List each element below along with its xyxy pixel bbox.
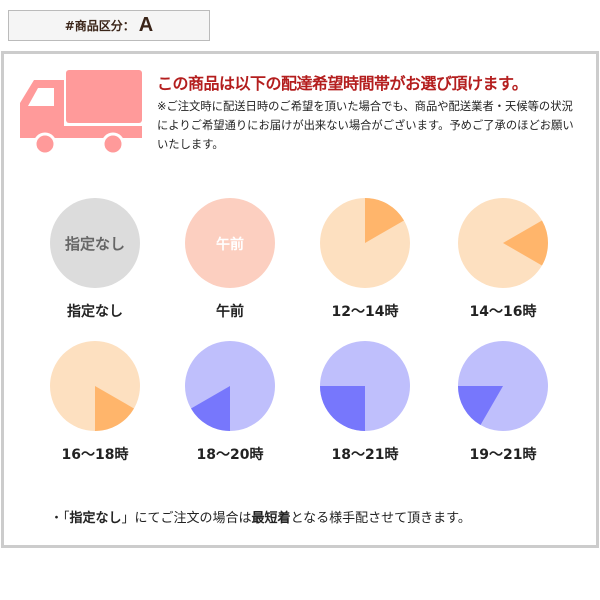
time-slot-7: 19〜21時 xyxy=(443,340,563,464)
pie-slice xyxy=(95,386,134,431)
pie-slice xyxy=(191,386,230,431)
pie-base xyxy=(185,198,275,288)
pie-slice xyxy=(458,386,503,425)
time-slot-5: 18〜20時 xyxy=(170,340,290,464)
clock-pie-icon xyxy=(320,198,410,288)
time-slot-4: 16〜18時 xyxy=(35,340,155,464)
slot-inner-label: 午前 xyxy=(216,236,244,253)
slot-label: 18〜21時 xyxy=(331,447,399,463)
time-slot-0: 指定なし 指定なし xyxy=(35,197,155,321)
notice-title: この商品は以下の配達希望時間帯がお選び頂けます。 xyxy=(157,74,528,93)
clock-pie-icon xyxy=(320,341,410,431)
footnote-text: ・「 xyxy=(50,511,70,526)
clock-pie-icon xyxy=(50,341,140,431)
footnote-text: となる様手配させて頂きます。 xyxy=(290,511,471,526)
slot-label: 指定なし xyxy=(67,304,123,320)
slot-label: 12〜14時 xyxy=(331,304,399,320)
time-slot-3: 14〜16時 xyxy=(443,197,563,321)
pie-slice xyxy=(503,220,548,266)
product-category-header: #商品区分： A xyxy=(8,10,210,41)
time-slot-1: 午前 午前 xyxy=(170,197,290,321)
clock-pie-icon xyxy=(185,341,275,431)
time-slot-2: 12〜14時 xyxy=(305,197,425,321)
slot-circle: 午前 xyxy=(185,198,275,288)
footnote-bold: 最短着 xyxy=(251,511,291,526)
slot-inner-label: 指定なし xyxy=(65,235,125,253)
truck-icon xyxy=(20,70,142,156)
slot-label: 午前 xyxy=(216,304,244,320)
pie-base xyxy=(50,198,140,288)
notice-description: ※ご注文時に配送日時のご希望を頂いた場合でも、商品や配送業者・天候等の状況により… xyxy=(157,100,574,151)
category-key: #商品区分： xyxy=(64,19,135,33)
pie-slice xyxy=(365,198,404,243)
pie-slice xyxy=(320,386,365,431)
slot-label: 19〜21時 xyxy=(469,447,537,463)
category-value: A xyxy=(138,14,154,36)
footnote-text: 」にてご注文の場合は xyxy=(121,511,252,526)
time-slot-6: 18〜21時 xyxy=(305,340,425,464)
footnote: ・「指定なし」にてご注文の場合は最短着となる様手配させて頂きます。 xyxy=(50,507,471,526)
footnote-bold: 指定なし xyxy=(69,511,122,526)
clock-pie-icon xyxy=(458,198,548,288)
clock-pie-icon xyxy=(458,341,548,431)
slot-circle: 指定なし xyxy=(50,198,140,288)
slot-label: 14〜16時 xyxy=(469,304,537,320)
slot-label: 18〜20時 xyxy=(196,447,264,463)
slot-label: 16〜18時 xyxy=(61,447,129,463)
